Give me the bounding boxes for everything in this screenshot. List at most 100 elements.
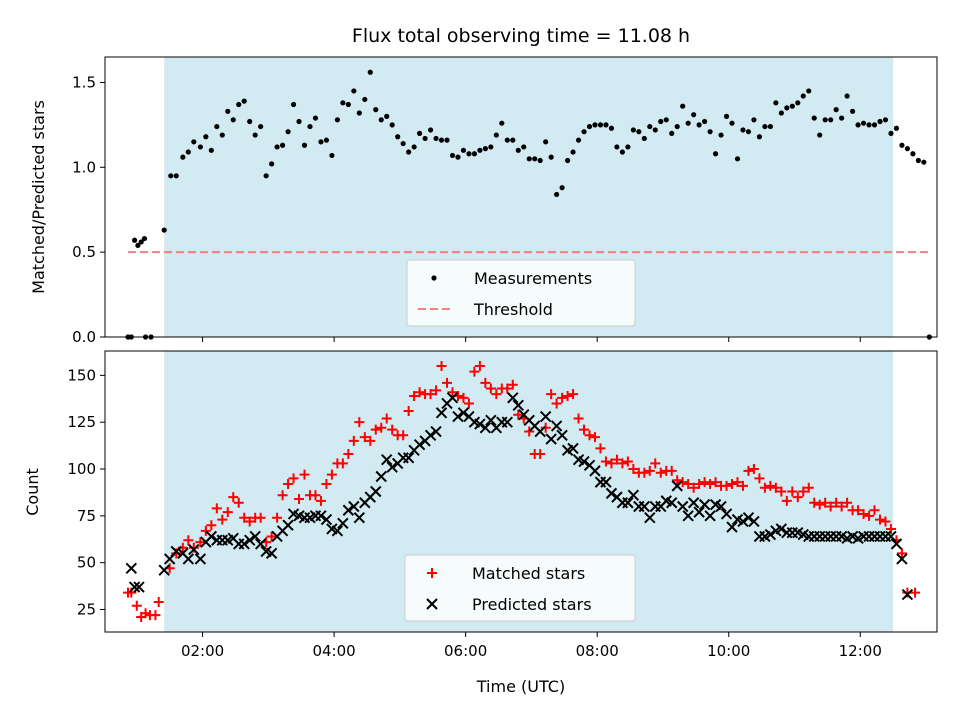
data-point [674,123,680,130]
data-point [367,69,373,75]
data-point [792,492,803,503]
data-point [252,132,258,138]
data-point [381,413,392,424]
data-point [890,538,903,550]
y-tick-label: 50 [77,554,96,572]
y-axis-label: Matched/Predicted stars [29,100,48,294]
data-point [546,389,557,400]
data-point [326,469,337,480]
data-point [743,465,754,476]
data-point [150,610,161,621]
data-point [431,385,442,396]
data-point [784,105,790,111]
data-point [762,123,768,130]
data-point [502,383,513,394]
data-point [436,360,447,371]
data-point [348,500,360,513]
data-point [384,113,390,119]
data-point [188,542,199,553]
data-point [247,118,253,125]
data-point [359,432,370,443]
data-point [803,482,814,493]
data-point [694,479,705,490]
data-point [871,122,878,128]
legend-plus-marker-icon [427,568,437,578]
data-point [554,191,560,198]
data-point [720,508,733,520]
data-point [183,535,194,546]
data-point [400,140,406,147]
data-point [789,103,795,109]
data-point [277,490,288,501]
data-point [915,157,921,164]
data-point [362,96,368,103]
data-point [748,515,760,528]
data-point [299,469,310,480]
data-point [628,464,639,475]
y-tick-label: 0.5 [72,243,96,261]
data-point [170,545,182,558]
data-point [354,417,365,428]
data-point [814,499,825,510]
data-point [764,528,777,541]
ratio-plot-area: 0.0 0.5 1.0 1.5 Measurements Threshold [72,56,938,346]
data-point [770,482,781,493]
data-point [485,383,496,394]
data-point [742,512,755,524]
data-point [376,422,387,433]
data-point [666,497,678,509]
data-point [858,508,869,519]
x-tick-label: 06:00 [444,642,487,660]
legend-x-marker-icon [426,598,438,610]
data-point [896,548,907,559]
data-point [365,435,376,446]
data-point [614,144,620,150]
data-point [740,127,746,133]
data-point [644,512,656,524]
data-point [244,516,255,527]
data-point [435,407,448,419]
data-point [233,497,244,508]
data-point [424,429,437,442]
data-point [685,120,691,126]
data-point [611,454,622,465]
data-point [301,142,308,148]
x-tick-label: 04:00 [312,642,355,660]
data-point [548,154,554,160]
data-point [131,600,142,611]
data-point [395,134,401,140]
legend: Measurements Threshold [406,259,636,327]
data-point [754,473,765,484]
series-matched-stars [123,360,921,623]
data-point [463,398,474,409]
data-point [655,467,666,478]
y-tick-label: 75 [77,507,96,525]
data-point [230,117,236,123]
data-point [255,512,266,523]
count-plot-area: 02:00 04:00 06:00 08:00 10:00 12:00 25 50 75 100 1… [67,350,938,660]
data-point [901,588,914,601]
data-point [669,130,675,136]
data-point [606,458,617,469]
data-point [570,149,576,155]
data-point [696,122,702,128]
data-point [893,125,900,131]
data-point [283,479,294,490]
data-point [307,123,313,130]
data-point [855,122,861,128]
data-point [466,151,472,157]
data-point [458,392,469,403]
data-point [839,115,845,121]
data-point [666,465,677,476]
data-point [748,464,759,475]
data-point [194,553,207,565]
data-point [206,520,217,531]
legend-box [404,554,636,622]
data-point [704,510,716,522]
count-panel: Count Time (UTC) 02:00 04:00 06:00 08:00 10:… [23,350,938,696]
data-point [290,101,297,108]
data-point [526,156,532,162]
data-point [422,135,428,142]
data-point [239,512,250,523]
